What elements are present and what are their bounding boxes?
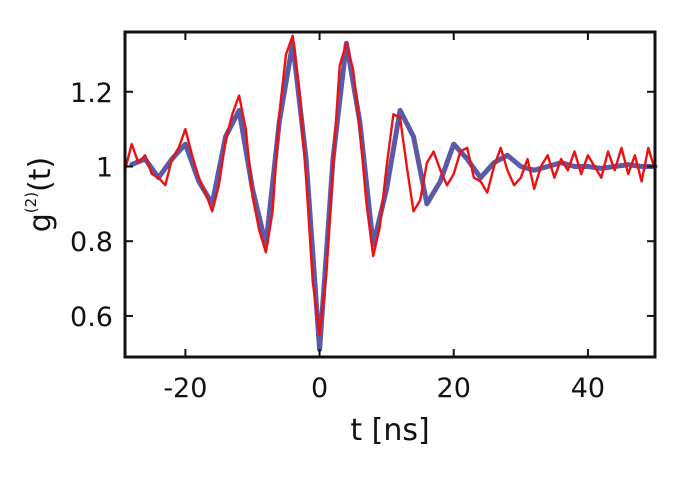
x-tick-label: 0 xyxy=(311,373,328,404)
y-axis-label-suffix: (t) xyxy=(23,157,58,192)
series-layer xyxy=(123,34,658,352)
x-tick-label: 40 xyxy=(571,373,605,404)
y-tick-label: 0.8 xyxy=(70,227,113,258)
y-axis-label: g(2)(t) xyxy=(22,157,58,232)
series-line-data xyxy=(123,34,657,336)
plot-frame xyxy=(123,30,657,359)
y-axis-label-base: g xyxy=(23,213,58,232)
ticks-layer: -20 0 20 40 0.6 0.8 1 1.2 xyxy=(70,32,655,404)
series-line-fit xyxy=(129,40,658,352)
y-tick-label: 1 xyxy=(96,152,113,183)
x-tick-label: 20 xyxy=(437,373,471,404)
x-tick-label: -20 xyxy=(163,373,207,404)
x-axis-label: t [ns] xyxy=(350,413,429,448)
y-axis-label-superscript: (2) xyxy=(22,192,40,213)
y-tick-label: 1.2 xyxy=(70,78,113,109)
y-tick-label: 0.6 xyxy=(70,302,113,333)
